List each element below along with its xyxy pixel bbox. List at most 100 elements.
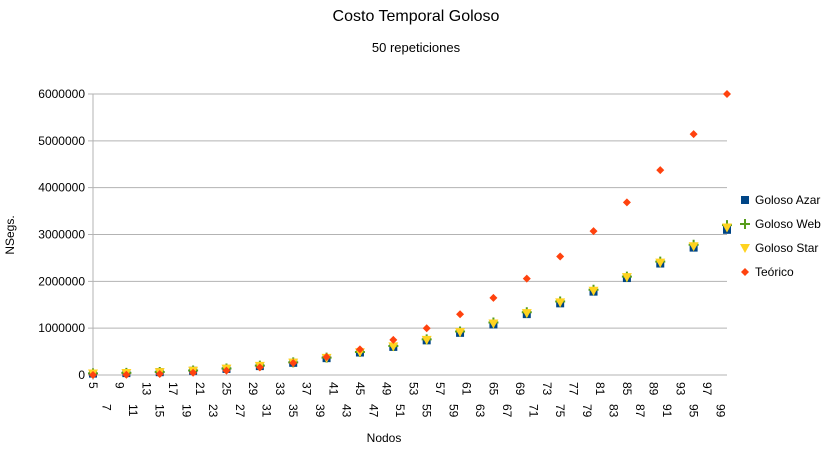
chart-subtitle: 50 repeticiones — [372, 40, 461, 55]
y-tick-label: 2000000 — [38, 274, 85, 288]
legend-marker-goloso-web — [740, 219, 750, 229]
x-tick-label: 51 — [393, 404, 407, 418]
chart-title: Costo Temporal Goloso — [333, 8, 500, 25]
x-tick-label: 27 — [233, 404, 247, 418]
x-tick-label: 63 — [473, 404, 487, 418]
legend-marker-goloso-azar — [741, 196, 749, 204]
point-goloso-star — [588, 286, 599, 296]
x-tick-label: 9 — [113, 382, 127, 389]
point-teorico — [689, 130, 698, 139]
point-teorico — [522, 274, 531, 283]
point-teorico — [656, 166, 665, 175]
y-tick-label: 0 — [78, 368, 85, 382]
x-tick-label: 67 — [500, 404, 514, 418]
point-goloso-star — [521, 309, 532, 319]
x-tick-label: 79 — [580, 404, 594, 418]
legend-marker-goloso-star — [740, 244, 750, 253]
x-tick-label: 91 — [660, 404, 674, 418]
legend-label-goloso-web: Goloso Web — [755, 217, 821, 231]
x-tick-label: 33 — [273, 382, 287, 396]
point-goloso-star — [388, 342, 399, 352]
point-teorico — [89, 370, 97, 379]
point-teorico — [255, 363, 264, 372]
x-tick-label: 41 — [326, 382, 340, 396]
y-tick-label: 1000000 — [38, 321, 85, 335]
x-tick-label: 29 — [246, 382, 260, 396]
x-tick-label: 59 — [446, 404, 460, 418]
x-tick-label: 43 — [340, 404, 354, 418]
x-tick-label: 83 — [607, 404, 621, 418]
x-tick-label: 15 — [153, 404, 167, 418]
x-tick-label: 99 — [713, 404, 727, 418]
legend-marker-teorico — [741, 268, 749, 276]
x-tick-label: 93 — [673, 382, 687, 396]
point-teorico — [556, 252, 565, 261]
x-tick-label: 11 — [126, 404, 140, 417]
x-tick-label: 23 — [206, 404, 220, 418]
x-tick-label: 89 — [647, 382, 661, 396]
legend-label-goloso-star: Goloso Star — [755, 241, 818, 255]
point-goloso-star — [722, 223, 732, 233]
x-tick-label: 85 — [620, 382, 634, 396]
x-axis-title: Nodos — [367, 431, 402, 445]
point-goloso-star — [421, 335, 432, 345]
x-tick-label: 69 — [513, 382, 527, 396]
x-tick-label: 19 — [179, 404, 193, 418]
point-goloso-star — [555, 298, 566, 308]
x-tick-label: 5 — [86, 382, 100, 389]
x-tick-label: 71 — [526, 404, 540, 418]
x-tick-label: 55 — [420, 404, 434, 418]
x-tick-label: 21 — [193, 382, 207, 396]
legend-label-goloso-azar: Goloso Azar — [755, 193, 820, 207]
x-tick-label: 7 — [99, 404, 113, 411]
x-tick-label: 25 — [219, 382, 233, 396]
point-teorico — [189, 368, 198, 377]
legend-label-teorico: Teórico — [755, 265, 794, 279]
x-tick-label: 73 — [540, 382, 554, 396]
point-goloso-star — [488, 319, 499, 329]
point-teorico — [355, 345, 364, 354]
x-tick-label: 35 — [286, 404, 300, 418]
y-tick-label: 4000000 — [38, 181, 85, 195]
x-tick-label: 31 — [260, 404, 274, 418]
x-tick-label: 95 — [687, 404, 701, 418]
point-teorico — [589, 227, 598, 236]
x-tick-label: 49 — [380, 382, 394, 396]
point-teorico — [622, 198, 631, 207]
x-tick-label: 61 — [460, 382, 474, 396]
point-teorico — [723, 90, 731, 98]
x-tick-label: 87 — [633, 404, 647, 418]
x-tick-label: 97 — [700, 382, 714, 396]
point-teorico — [155, 370, 164, 379]
y-tick-label: 6000000 — [38, 87, 85, 101]
point-teorico — [489, 293, 498, 302]
point-goloso-star — [688, 242, 699, 252]
point-goloso-star — [655, 258, 666, 268]
point-teorico — [322, 353, 331, 362]
point-teorico — [422, 324, 431, 333]
point-teorico — [289, 358, 298, 367]
x-tick-label: 77 — [567, 382, 581, 396]
point-teorico — [122, 370, 131, 379]
x-tick-label: 81 — [593, 382, 607, 396]
point-teorico — [389, 335, 398, 344]
y-tick-label: 5000000 — [38, 134, 85, 148]
point-goloso-star — [455, 328, 466, 338]
x-tick-label: 65 — [486, 382, 500, 396]
y-tick-label: 3000000 — [38, 228, 85, 242]
y-axis-title: NSegs. — [3, 215, 17, 254]
x-tick-label: 57 — [433, 382, 447, 396]
x-tick-label: 37 — [300, 382, 314, 396]
x-tick-label: 45 — [353, 382, 367, 396]
x-tick-label: 17 — [166, 382, 180, 396]
point-teorico — [222, 366, 231, 375]
x-tick-label: 47 — [366, 404, 380, 418]
x-tick-label: 53 — [406, 382, 420, 396]
x-tick-label: 39 — [313, 404, 327, 418]
x-tick-label: 75 — [553, 404, 567, 418]
x-tick-label: 13 — [139, 382, 153, 396]
point-teorico — [456, 310, 465, 319]
point-goloso-star — [621, 273, 632, 283]
